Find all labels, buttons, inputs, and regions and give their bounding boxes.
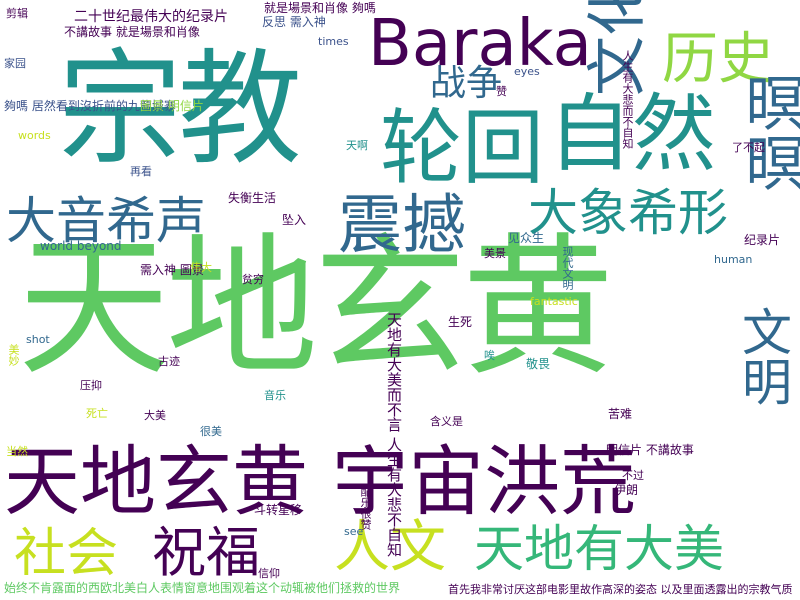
word-fansi: 反思 需入神 [262, 15, 326, 29]
word-jiayuan: 家园 [4, 57, 26, 70]
word-tiana: 天啊 [346, 139, 368, 152]
word-jianji: 剪辑 [6, 7, 28, 20]
word-tiandi-you-damei: 天地有大美 [474, 520, 724, 578]
word-yilang: 伊朗 [614, 483, 639, 497]
word-baraka: Baraka [368, 7, 592, 81]
word-human: human [714, 253, 753, 266]
word-bujiang-gushi: 不講故事 就是場景和肖像 [64, 25, 200, 39]
word-ziran: 自然 [548, 85, 717, 183]
word-meimiao: 美妙 [7, 344, 20, 366]
word-wenming: 文明 [734, 306, 792, 406]
word-shouxian: 首先我非常讨厌这部电影里故作高深的姿态 以及里面透露出的宗教气质 [448, 583, 793, 596]
word-eyes: eyes [514, 65, 540, 78]
word-fantastic: fantastic [530, 295, 578, 308]
word-liaobuqi: 了不起 [732, 141, 765, 154]
word-zhenhan: 震撼 [338, 189, 466, 263]
word-zan: 赞 [496, 85, 507, 98]
word-xiandai-wenming: 现代文明 [561, 246, 574, 290]
word-jingwei: 敬畏 [526, 357, 551, 371]
word-zongjiao: 宗教 [58, 38, 302, 182]
word-shizhong-bukeng: 始终不肯露面的西欧北美白人表情窗意地围观着这个动辄被他们拯救的世界 [4, 581, 401, 595]
word-daxiang-xixing: 大象希形 [528, 184, 728, 242]
word-mingxinpian-bujiang: 明信片 不講故事 [606, 443, 694, 457]
word-pinqiong: 贫穷 [242, 273, 264, 286]
word-zhanzheng: 战争 [430, 63, 503, 104]
word-changjing-xiaoxiang: 就是場景和肖像 夠嗎 [264, 1, 376, 15]
word-tiandi-youdamei-long: 天地有大美而不言 人生有大悲不自知 [385, 312, 403, 557]
word-rensheng-dabei: 人生有大悲而不自知 [621, 50, 634, 149]
word-peiyue-henzan: 配乐很赞 [359, 486, 372, 530]
word-gouma-jiulong: 夠嗎 居然看到沒折前的九龍城寨 [4, 99, 176, 113]
word-dangran: 当然 [6, 445, 28, 458]
word-shot: shot [26, 333, 50, 346]
word-tiandi-xuanhuang-yuzhou: 天地玄黄 宇宙洪荒 [4, 437, 637, 526]
word-siwang: 死亡 [86, 407, 108, 420]
word-yinyue: 音乐 [264, 389, 286, 402]
word-lishi: 历史 [662, 27, 774, 92]
word-shengsi: 生死 [448, 315, 473, 329]
word-see: see [344, 525, 364, 538]
word-hanyi-shi: 含义是 [430, 415, 463, 428]
word-tujing-mingxinpian: 圖景 明信片 [140, 99, 204, 113]
word-jian-zhongsheng: 见众生 [508, 231, 545, 245]
word-words: words [18, 129, 51, 142]
word-weida: 伟大 [190, 261, 212, 274]
word-damei: 大美 [144, 409, 166, 422]
word-zaikan: 再看 [130, 165, 152, 178]
word-kunan: 苦难 [608, 407, 633, 421]
word-xu-rushen-tujing: 需入神 圖景 [140, 263, 204, 277]
word-buguo: 不过 [622, 469, 644, 482]
word-dayin-xisheng: 大音希声 [6, 192, 206, 250]
word-yayi: 压抑 [80, 379, 102, 392]
word-renwen: 人文 [334, 515, 446, 580]
word-henmei: 很美 [200, 425, 222, 438]
word-jilupian-small: 纪录片 [744, 233, 781, 247]
word-zhuiru: 坠入 [282, 213, 307, 227]
word-times: times [318, 35, 349, 48]
word-ai: 唉 [484, 349, 495, 362]
word-wenhua: 文化 [583, 0, 653, 96]
word-guji: 古迹 [158, 355, 180, 368]
word-mingming-vertical: 暝暝 [735, 72, 800, 192]
word-douzhuan-xingyi: 斗转星移 [254, 503, 303, 517]
word-world-beyond: world beyond [40, 239, 122, 253]
word-tiandi-xuanhuang-large: 天地玄黄 [18, 219, 614, 396]
word-xinyang: 信仰 [258, 567, 280, 580]
word-lunhui: 轮回 [380, 101, 545, 196]
word-meijing: 美景 [484, 247, 506, 260]
word-shiheng-shenghuo: 失衡生活 [228, 191, 277, 205]
word-zhufu: 祝福 [152, 521, 260, 584]
word-ershi-shiji: 二十世纪最伟大的纪录片 [74, 9, 228, 25]
word-shehui: 社会 [14, 524, 119, 584]
